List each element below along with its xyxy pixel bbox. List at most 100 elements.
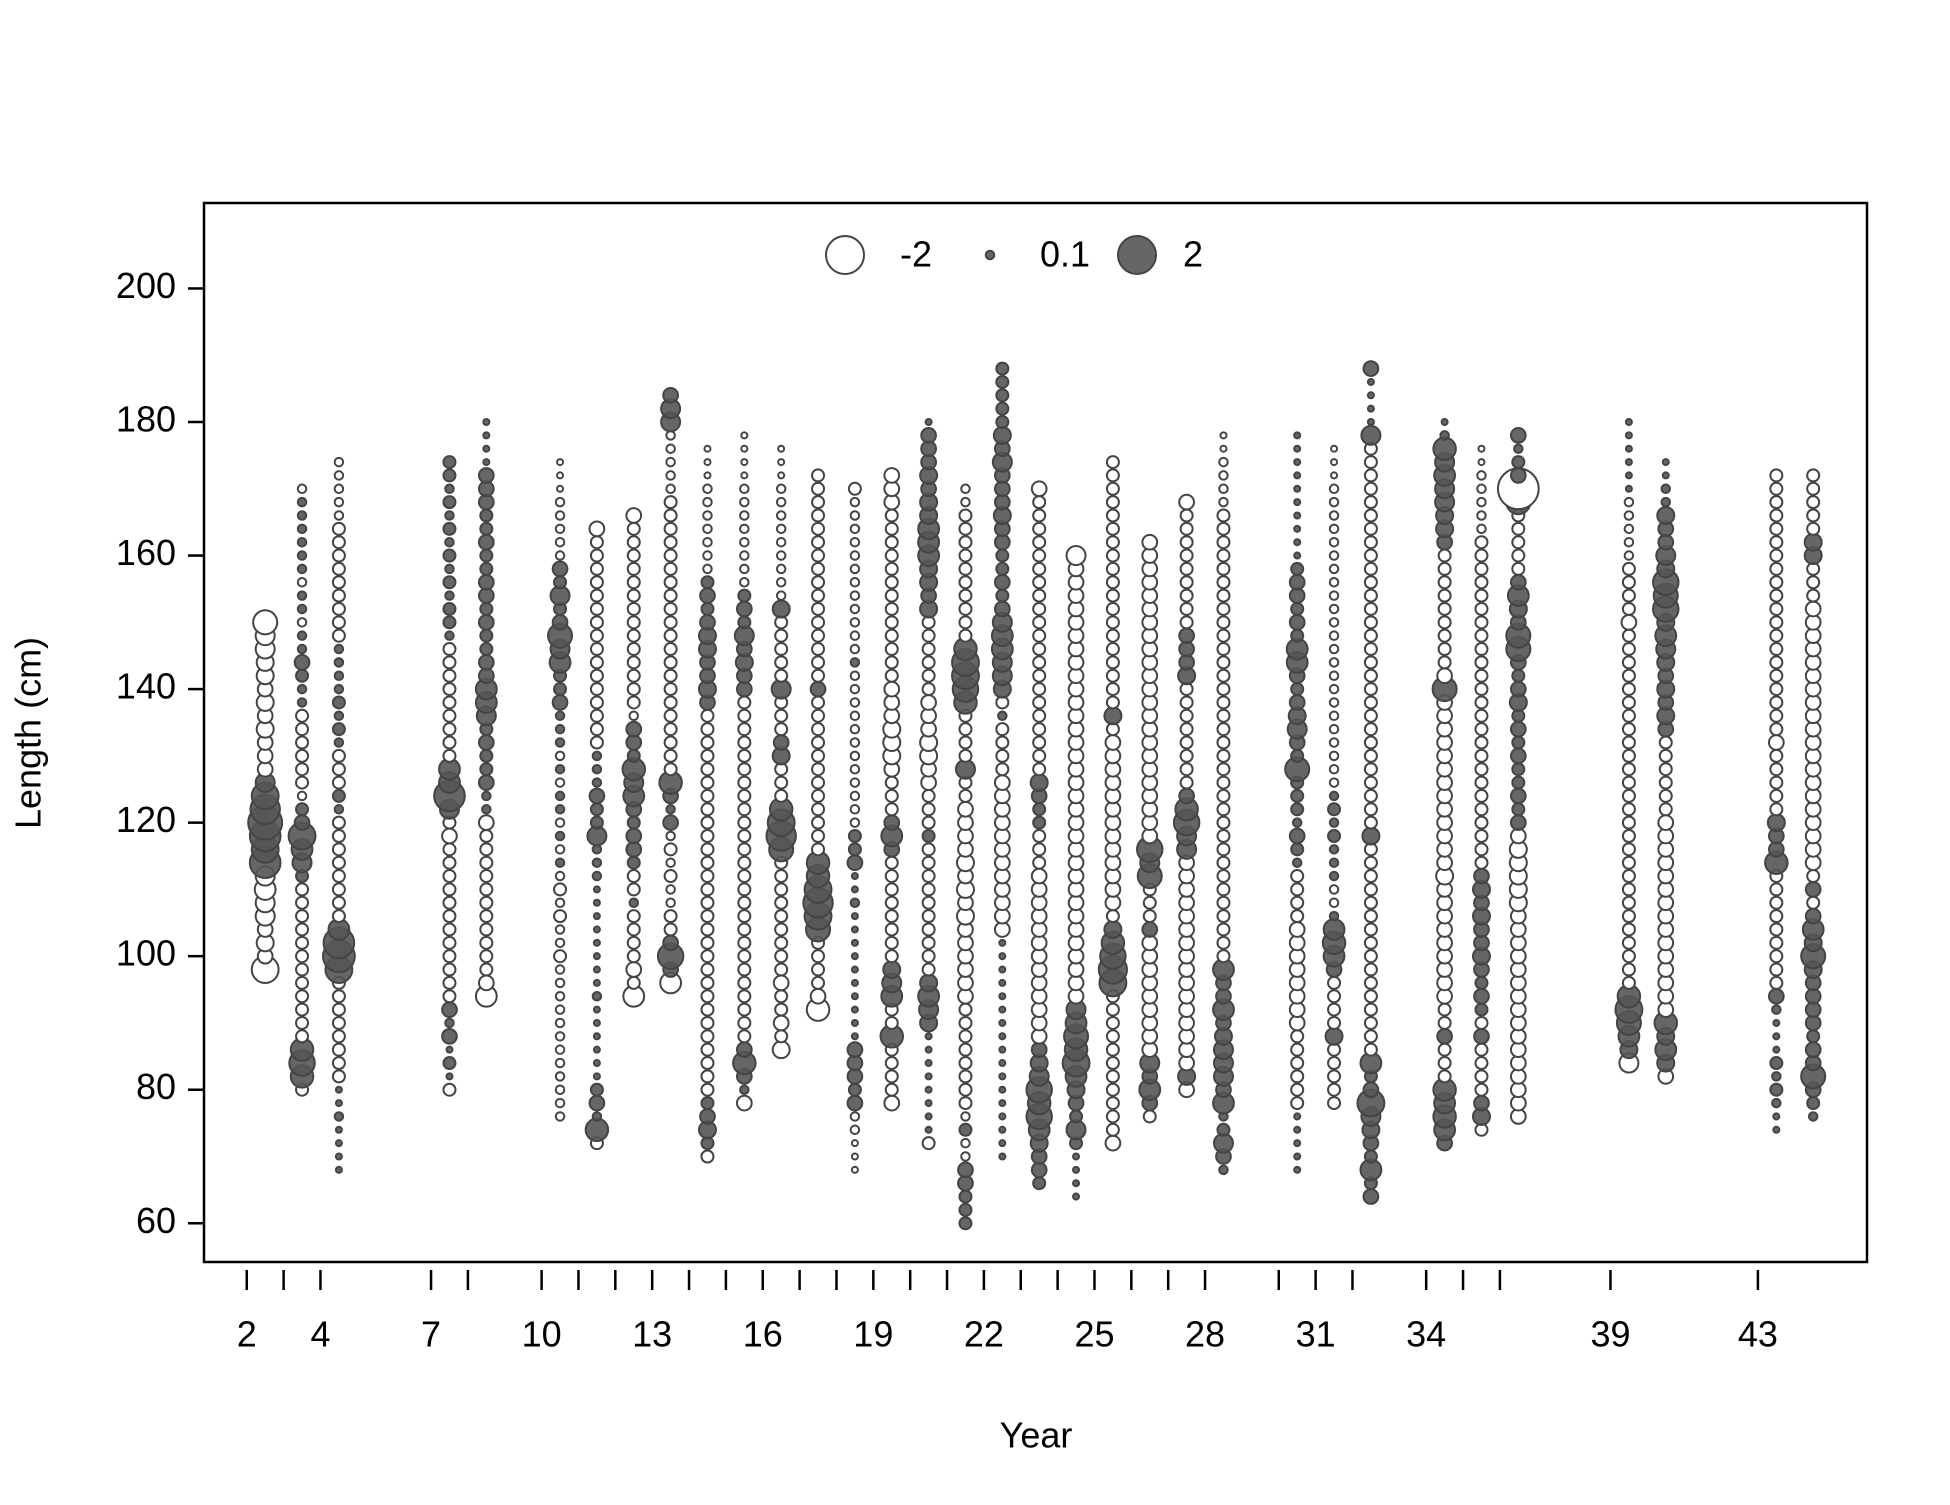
bubble (1179, 748, 1194, 763)
bubble (477, 974, 495, 992)
bubble (1474, 802, 1489, 817)
bubble (958, 1002, 973, 1017)
bubble (554, 790, 566, 802)
bubble (442, 722, 457, 737)
bubble (702, 483, 713, 495)
y-tick-label: 180 (116, 399, 176, 440)
bubble (998, 1059, 1007, 1068)
bubble (849, 563, 861, 575)
bubble (737, 762, 752, 777)
bubble (775, 523, 787, 535)
bubble (958, 588, 973, 603)
bubble (1105, 642, 1120, 657)
bubble (333, 483, 345, 495)
bubble (1216, 748, 1231, 763)
bubble (924, 1085, 933, 1094)
bubble (663, 909, 678, 924)
bubble (626, 628, 641, 643)
bubble (884, 922, 899, 937)
bubble (1474, 722, 1489, 737)
bubble (811, 481, 826, 496)
bubble (1290, 842, 1305, 857)
bubble (958, 1189, 973, 1204)
bubble (442, 842, 457, 857)
bubble (811, 615, 826, 630)
bubble (958, 628, 973, 643)
bubble (1179, 762, 1194, 777)
bubble (1660, 496, 1672, 508)
bubble (995, 361, 1010, 376)
bubble (591, 1111, 603, 1122)
bubble (554, 830, 566, 842)
bubble (1509, 680, 1527, 698)
bubble (592, 1005, 601, 1014)
bubble (739, 550, 750, 561)
bubble (1658, 748, 1673, 763)
bubble (847, 1082, 862, 1097)
bubble (1474, 735, 1489, 750)
bubble (1322, 918, 1346, 941)
bubble (1621, 561, 1636, 576)
bubble (665, 830, 676, 842)
bubble (811, 548, 826, 563)
bubble (1363, 962, 1378, 977)
bubble (1437, 628, 1452, 643)
bubble (1509, 427, 1527, 444)
bubble (1105, 1109, 1120, 1124)
bubble (592, 965, 601, 974)
bubble (1290, 1056, 1305, 1071)
bubble (993, 774, 1011, 791)
bubble (995, 401, 1010, 416)
bubble (921, 682, 936, 697)
bubble (699, 613, 716, 631)
bubble (589, 708, 604, 723)
bubble (1658, 735, 1673, 750)
bubble (1288, 921, 1306, 938)
bubble (737, 989, 752, 1004)
bubble (479, 869, 494, 884)
bubble (884, 628, 899, 643)
bubble (334, 1125, 343, 1134)
x-tick-label: 43 (1738, 1314, 1778, 1355)
bubble (1290, 628, 1305, 643)
bubble (1621, 628, 1636, 643)
bubble (1474, 1069, 1489, 1084)
bubble (1216, 668, 1231, 683)
bubble (1806, 895, 1821, 910)
bubble (1105, 508, 1120, 523)
bubble (1330, 444, 1339, 453)
bubble (626, 655, 641, 670)
bubble (958, 735, 973, 750)
bubble (1363, 642, 1378, 657)
bubble (772, 1014, 790, 1032)
bubble (1437, 655, 1452, 670)
bubble (1511, 775, 1526, 790)
bubble (1216, 548, 1231, 563)
bubble (625, 827, 643, 845)
bubble (1328, 563, 1340, 575)
bubble (775, 483, 787, 495)
bubble (1328, 657, 1340, 668)
bubble (1769, 508, 1784, 523)
bubble (1621, 895, 1636, 910)
bubble (1363, 788, 1378, 803)
bubble (774, 909, 789, 924)
bubble (737, 935, 752, 950)
bubble (1363, 455, 1378, 470)
bubble (1511, 548, 1526, 563)
bubble (663, 548, 678, 563)
bubble (700, 828, 715, 844)
bubble (331, 762, 346, 777)
bubble (626, 548, 641, 563)
bubble (553, 909, 568, 924)
bubble (883, 467, 901, 484)
bubble (1474, 788, 1489, 803)
bubble (1216, 922, 1231, 937)
bubble (1072, 1165, 1081, 1174)
bubble (850, 978, 859, 987)
bubble (1032, 561, 1047, 576)
bubble (700, 815, 715, 830)
bubble (811, 628, 826, 643)
bubble (809, 680, 827, 698)
bubble (1432, 436, 1457, 461)
